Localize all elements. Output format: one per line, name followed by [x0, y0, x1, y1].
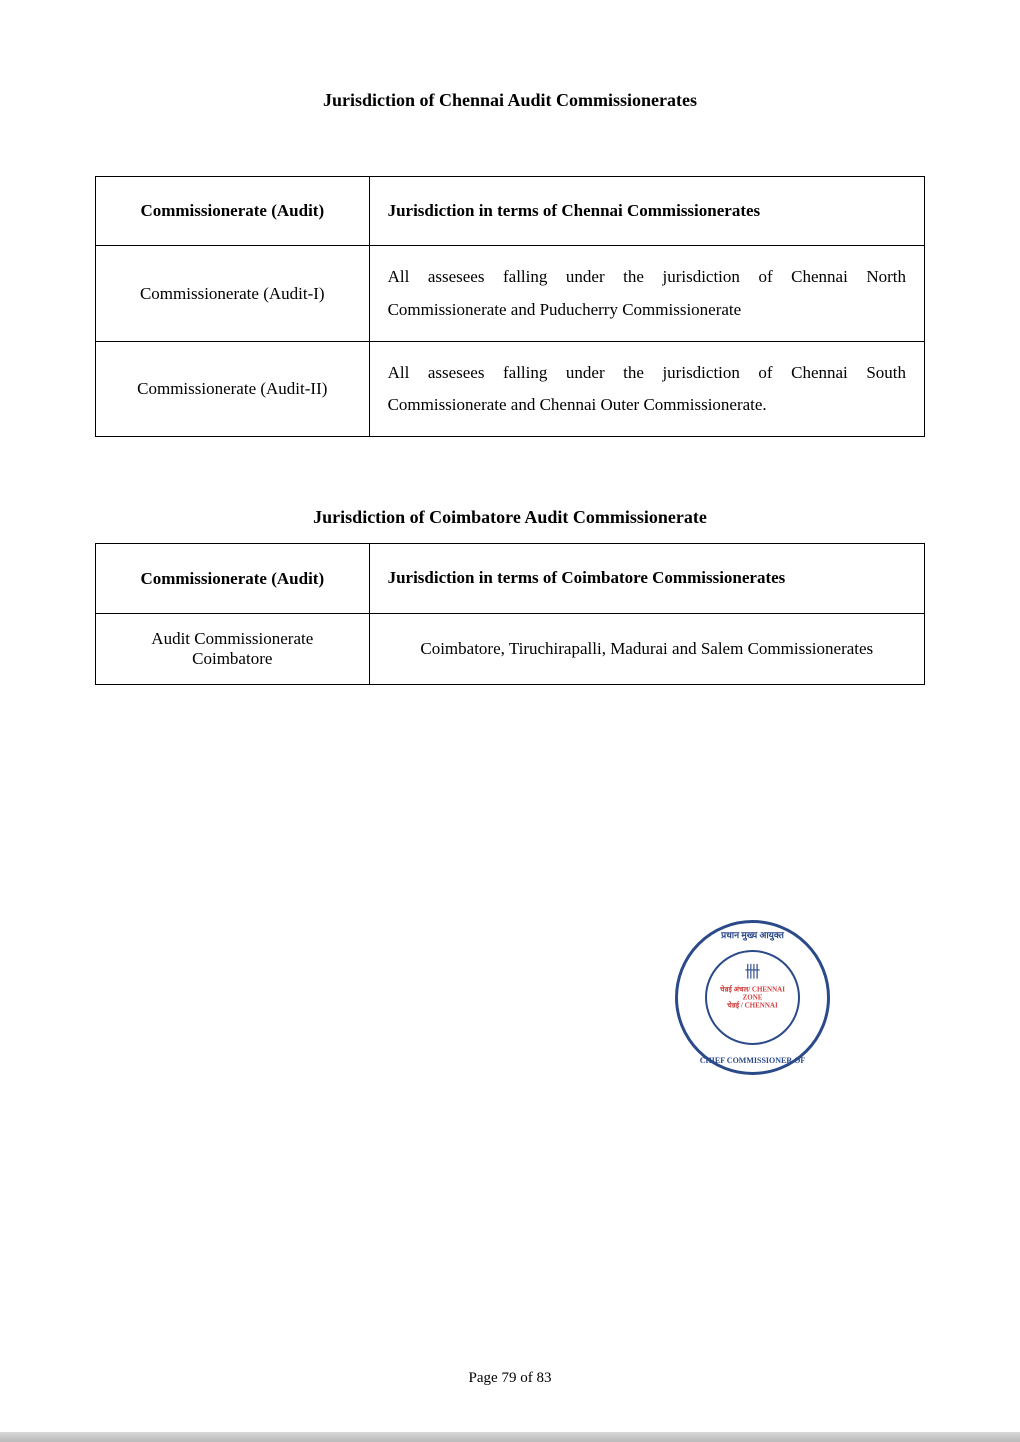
- header-commissionerate: Commissionerate (Audit): [96, 544, 370, 613]
- official-seal: प्रधान मुख्य आयुक्त 卌 चेन्नई अंचल/ CHENN…: [675, 920, 830, 1075]
- bottom-bar: [0, 1432, 1020, 1442]
- heading-coimbatore: Jurisdiction of Coimbatore Audit Commiss…: [95, 507, 925, 528]
- cell-commissionerate: Commissionerate (Audit-I): [96, 246, 370, 342]
- header-jurisdiction: Jurisdiction in terms of Chennai Commiss…: [369, 177, 924, 246]
- seal-text-bottom: CHIEF COMMISSIONER OF: [700, 1056, 806, 1065]
- heading-chennai: Jurisdiction of Chennai Audit Commission…: [95, 90, 925, 111]
- table-header-row: Commissionerate (Audit) Jurisdiction in …: [96, 544, 925, 613]
- header-commissionerate: Commissionerate (Audit): [96, 177, 370, 246]
- table-row: Commissionerate (Audit-I) All assesees f…: [96, 246, 925, 342]
- table-row: Commissionerate (Audit-II) All assesees …: [96, 341, 925, 437]
- seal-center-line2: चेन्नई / CHENNAI: [727, 1002, 777, 1010]
- table-chennai: Commissionerate (Audit) Jurisdiction in …: [95, 176, 925, 437]
- seal-emblem-icon: 卌: [744, 958, 760, 982]
- table-row: Audit Commissionerate Coimbatore Coimbat…: [96, 613, 925, 684]
- page-number: Page 79 of 83: [469, 1370, 552, 1387]
- cell-commissionerate: Audit Commissionerate Coimbatore: [96, 613, 370, 684]
- cell-jurisdiction: All assesees falling under the jurisdict…: [369, 341, 924, 437]
- cell-jurisdiction: Coimbatore, Tiruchirapalli, Madurai and …: [369, 613, 924, 684]
- seal-center-line1: चेन्नई अंचल/ CHENNAI ZONE: [720, 985, 785, 1001]
- seal-text-top: प्रधान मुख्य आयुक्त: [721, 928, 784, 941]
- cell-commissionerate: Commissionerate (Audit-II): [96, 341, 370, 437]
- cell-jurisdiction: All assesees falling under the jurisdict…: [369, 246, 924, 342]
- table-header-row: Commissionerate (Audit) Jurisdiction in …: [96, 177, 925, 246]
- table-coimbatore: Commissionerate (Audit) Jurisdiction in …: [95, 543, 925, 684]
- seal-center-text: चेन्नई अंचल/ CHENNAI ZONE चेन्नई / CHENN…: [714, 985, 792, 1010]
- header-jurisdiction: Jurisdiction in terms of Coimbatore Comm…: [369, 544, 924, 613]
